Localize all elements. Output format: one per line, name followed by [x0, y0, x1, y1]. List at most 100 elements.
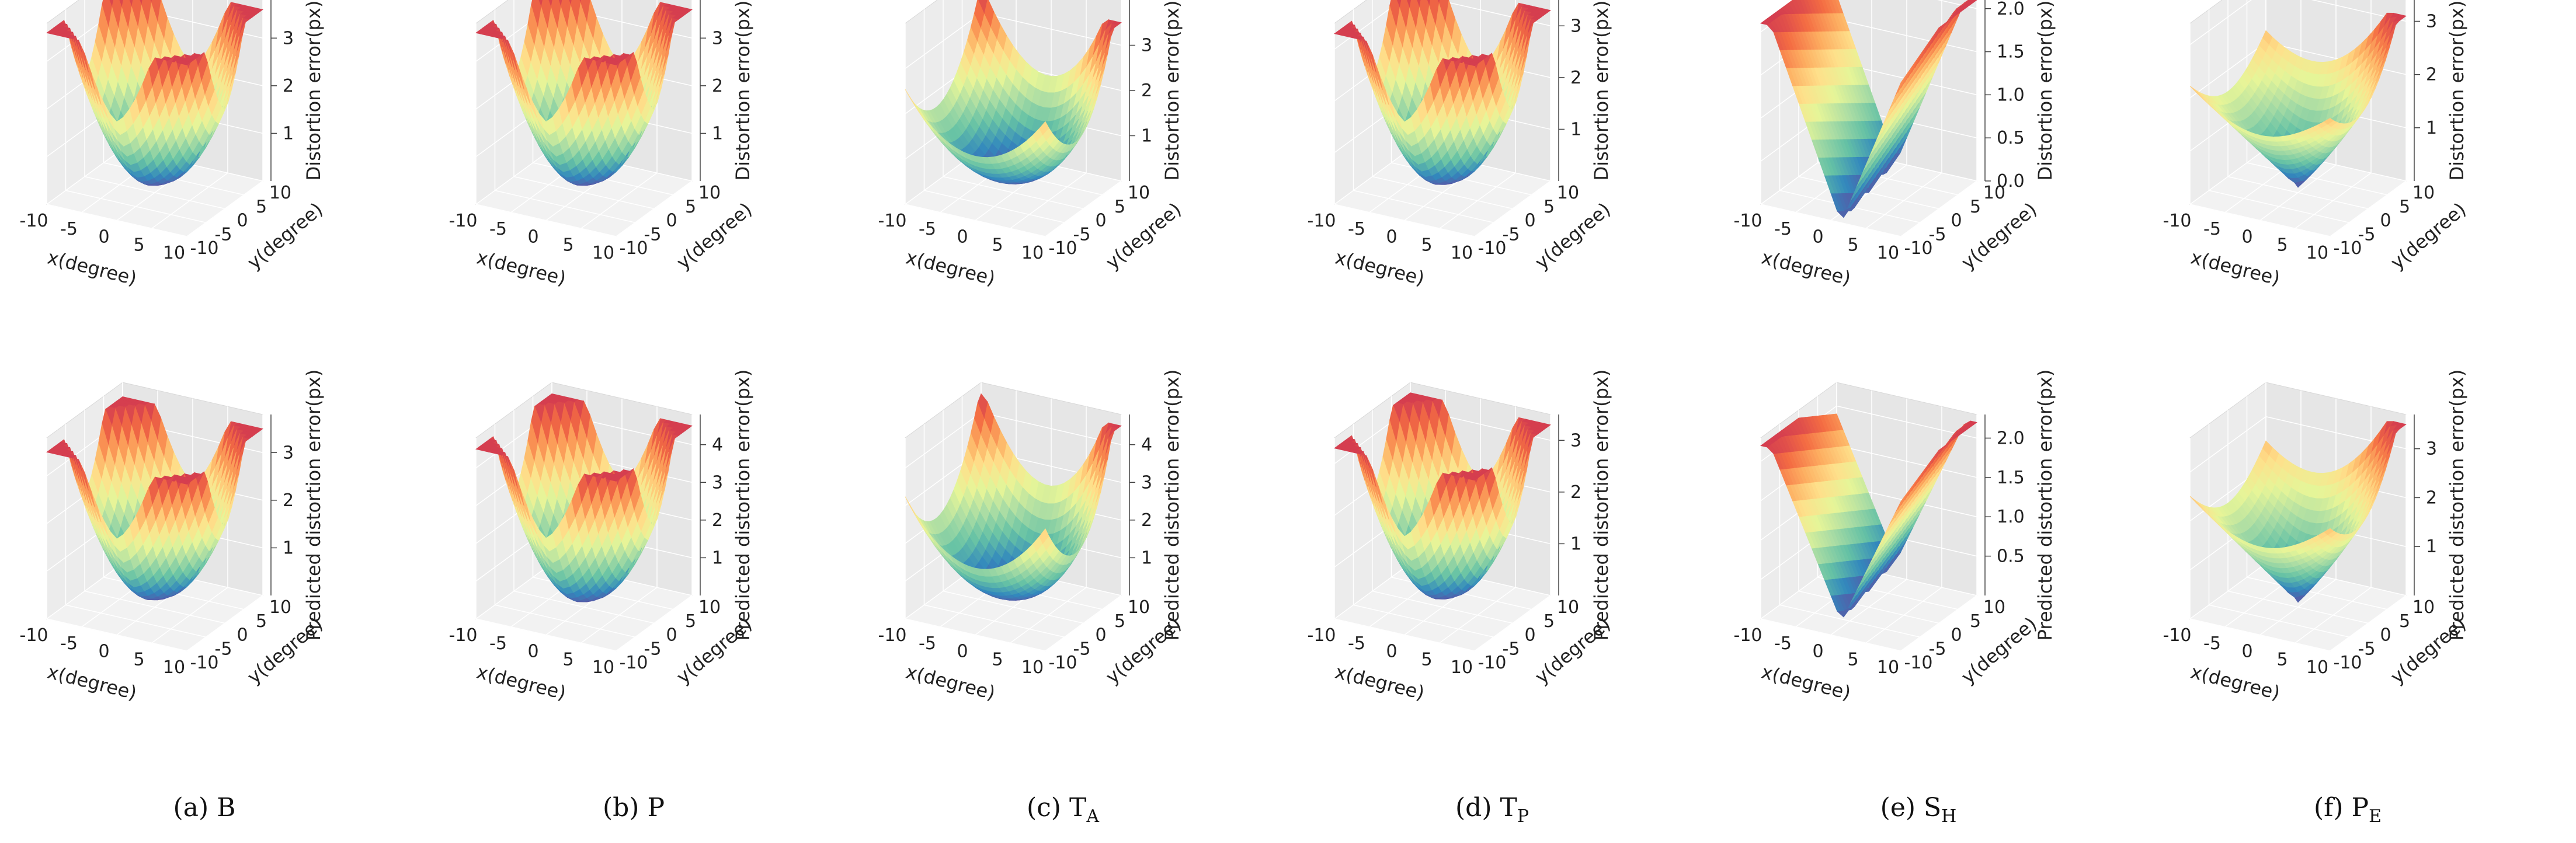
y-tick-label: 5: [1543, 197, 1555, 217]
z-tick-label: 2: [283, 490, 294, 511]
y-tick-label: 0: [237, 211, 248, 231]
y-tick-label: -5: [1503, 224, 1520, 245]
x-axis-label: x(degree): [2188, 246, 2282, 290]
x-tick-label: 0: [98, 642, 109, 662]
x-tick-label: -10: [20, 211, 48, 231]
y-tick-label: 10: [1557, 183, 1579, 203]
x-tick-label: -5: [1774, 219, 1792, 239]
x-tick-label: 0: [527, 227, 538, 248]
x-axis-label: x(degree): [903, 661, 997, 705]
x-tick-label: 0: [1812, 227, 1823, 248]
z-tick-label: 1: [2426, 118, 2437, 138]
y-tick-label: 10: [269, 183, 291, 203]
x-tick-label: 10: [1451, 243, 1473, 263]
x-tick-label: -10: [449, 211, 478, 231]
z-tick-label: 1: [1570, 119, 1581, 140]
y-tick-label: 0: [2380, 211, 2391, 231]
x-tick-label: -10: [2163, 211, 2192, 231]
z-tick-label: 4: [1141, 435, 1152, 455]
x-tick-labels: -10 -5 0 5 10: [1308, 211, 1473, 263]
z-tick-label: 4: [712, 435, 723, 455]
x-tick-label: -5: [919, 633, 936, 654]
y-tick-label: 5: [1114, 611, 1125, 632]
x-tick-label: 10: [592, 243, 614, 263]
x-axis-label: x(degree): [45, 246, 139, 290]
z-tick-label: 3: [712, 28, 723, 48]
x-axis-label: x(degree): [474, 661, 568, 705]
z-tick-label: 2: [1141, 510, 1152, 531]
y-tick-label: 10: [1128, 597, 1150, 618]
z-axis-label: Distortion error(px): [303, 1, 325, 181]
x-tick-label: 5: [1421, 235, 1432, 255]
x-axis-label: x(degree): [1333, 246, 1427, 290]
x-tick-label: 10: [1877, 243, 1899, 263]
z-tick-labels: 0.00.51.01.52.0: [1985, 0, 2025, 191]
y-tick-label: 0: [1951, 211, 1962, 231]
z-tick-label: 3: [1141, 472, 1152, 493]
x-tick-label: 10: [592, 657, 614, 678]
x-tick-label: 0: [957, 227, 968, 248]
y-tick-label: 5: [1114, 197, 1125, 217]
y-tick-label: 0: [666, 211, 677, 231]
x-tick-label: -10: [449, 625, 478, 646]
x-axis-label: x(degree): [903, 246, 997, 290]
x-tick-label: 5: [992, 235, 1003, 255]
z-tick-label: 1: [1141, 548, 1152, 568]
z-tick-labels: 1 2 3: [271, 443, 294, 558]
y-tick-label: 10: [1983, 183, 2005, 203]
surface-mesh: [46, 0, 263, 186]
surface-patch: [1760, 20, 1771, 25]
x-tick-labels: -10 -5 0 5 10: [1734, 211, 1900, 263]
x-tick-label: -5: [60, 633, 78, 654]
y-tick-label: -5: [644, 224, 662, 245]
x-tick-label: -5: [919, 219, 936, 239]
x-tick-label: -5: [2203, 219, 2221, 239]
z-tick-labels: 123: [271, 28, 294, 144]
y-tick-label: 5: [685, 197, 696, 217]
y-tick-label: -5: [1929, 224, 1946, 245]
z-tick-label: 3: [283, 443, 294, 463]
y-tick-label: -10: [1478, 238, 1507, 259]
y-tick-label: 5: [256, 611, 267, 632]
x-axis-label: x(degree): [45, 661, 139, 705]
z-tick-label: 2: [283, 76, 294, 96]
x-tick-labels: -10 -5 0 5 10: [20, 211, 186, 263]
surface-patch: [905, 89, 916, 106]
y-tick-label: -10: [620, 238, 648, 259]
surface-mesh: [1334, 0, 1551, 185]
y-tick-label: 5: [2399, 197, 2410, 217]
x-tick-label: 10: [2306, 243, 2328, 263]
z-tick-labels: 123: [700, 28, 723, 144]
z-tick-label: 1: [283, 538, 294, 558]
x-tick-label: 5: [133, 235, 144, 255]
y-tick-label: 0: [1095, 625, 1106, 646]
z-tick-label: 3: [712, 472, 723, 493]
x-tick-label: 10: [1021, 657, 1044, 678]
x-tick-label: -5: [489, 219, 507, 239]
y-tick-label: -5: [2358, 224, 2376, 245]
z-tick-label: 3: [1570, 16, 1581, 36]
y-tick-label: 5: [256, 197, 267, 217]
x-tick-label: 10: [163, 657, 185, 678]
y-tick-label: 0: [1095, 211, 1106, 231]
x-tick-label: 0: [1386, 227, 1397, 248]
x-tick-label: -5: [60, 219, 78, 239]
y-tick-label: 10: [698, 597, 721, 618]
z-tick-labels: 1 2 3 4: [1129, 435, 1152, 568]
y-tick-label: 0: [237, 625, 248, 646]
z-tick-label: 2: [2426, 65, 2437, 85]
y-tick-label: -5: [215, 639, 232, 659]
y-tick-label: 10: [269, 597, 291, 618]
x-tick-label: -10: [878, 211, 907, 231]
y-tick-label: 5: [685, 611, 696, 632]
y-tick-label: 5: [1970, 197, 1981, 217]
x-tick-label: 0: [98, 227, 109, 248]
z-tick-label: 1: [712, 548, 723, 568]
z-tick-label: 3: [1141, 36, 1152, 56]
